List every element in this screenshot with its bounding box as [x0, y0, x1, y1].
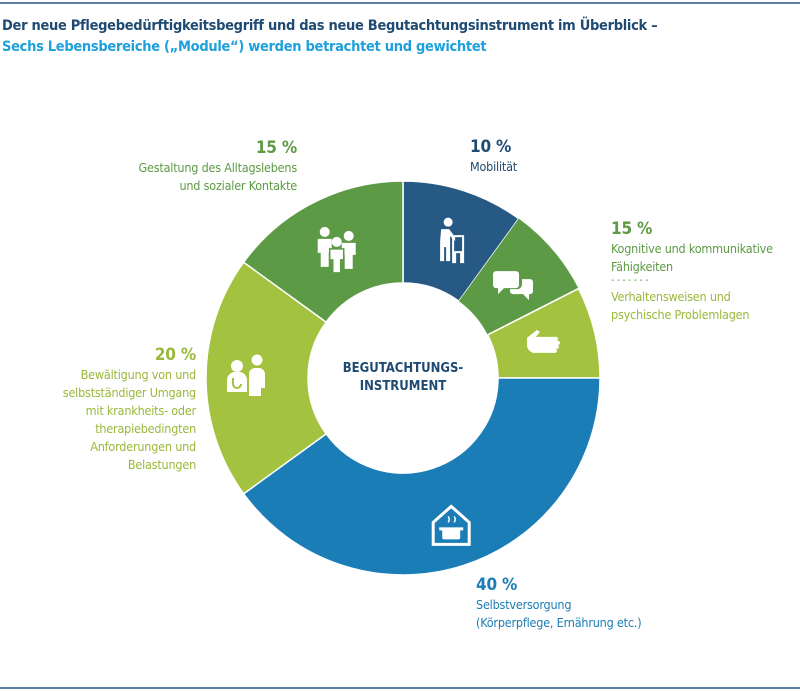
label-line: und sozialer Kontakte: [179, 178, 297, 193]
separator: - - - - - - -: [611, 275, 649, 286]
house-cooking-pot-icon: [431, 504, 471, 546]
center-label: BEGUTACHTUNGS- INSTRUMENT: [323, 360, 483, 396]
label-line: therapiebedingten: [95, 421, 196, 436]
speech-bubbles-icon: [493, 271, 534, 301]
pct-label: 10 %: [470, 137, 512, 157]
label-line: mit krankheits- oder: [85, 403, 197, 418]
label-line: (Körperpflege, Ernährung etc.): [476, 615, 642, 630]
bottom-rule: [0, 687, 800, 689]
label-line: Gestaltung des Alltagslebens: [138, 160, 297, 175]
label-selbstversorgung: 40 % Selbstversorgung (Körperpflege, Ern…: [476, 574, 642, 632]
center-line-1: BEGUTACHTUNGS-: [342, 361, 464, 376]
doctor-patient-icon: [227, 354, 265, 396]
dashed-divider: [487, 287, 579, 336]
slice-4: [242, 377, 601, 576]
label-line: selbstständiger Umgang: [62, 385, 196, 400]
label-line: Belastungen: [127, 457, 196, 472]
label-kognitiv: 15 % Kognitive und kommunikative Fähigke…: [611, 218, 773, 324]
label-line: Kognitive und kommunikative: [611, 241, 773, 256]
label-line: psychische Problemlagen: [611, 307, 750, 322]
hand-icon: [526, 329, 560, 353]
label-gestaltung: 15 % Gestaltung des Alltagslebens und so…: [138, 137, 297, 195]
label-line: Verhaltensweisen und: [611, 289, 731, 304]
pct-label: 15 %: [255, 138, 297, 158]
slice-5: [205, 261, 328, 495]
pct-label: 40 %: [476, 575, 518, 595]
subtitle: Sechs Lebensbereiche („Module“) werden b…: [2, 39, 487, 55]
label-line: Mobilität: [470, 159, 518, 174]
label-line: Anforderungen und: [90, 439, 196, 454]
label-line: Selbstversorgung: [476, 597, 572, 612]
top-rule: [0, 2, 800, 4]
slice-1: [402, 180, 520, 303]
label-mobilitaet: 10 % Mobilität: [470, 136, 517, 176]
person-with-walker-icon: [440, 217, 465, 264]
pct-label: 15 %: [611, 219, 653, 239]
title: Der neue Pflegebedürftigkeitsbegriff und…: [2, 18, 658, 34]
label-line: Fähigkeiten: [611, 259, 673, 274]
label-line: Bewältigung von und: [80, 367, 197, 382]
label-bewaeltigung: 20 % Bewältigung von und selbstständiger…: [63, 344, 196, 474]
center-line-2: INSTRUMENT: [359, 379, 447, 394]
pct-label: 20 %: [154, 345, 196, 365]
people-group-icon: [317, 226, 356, 274]
